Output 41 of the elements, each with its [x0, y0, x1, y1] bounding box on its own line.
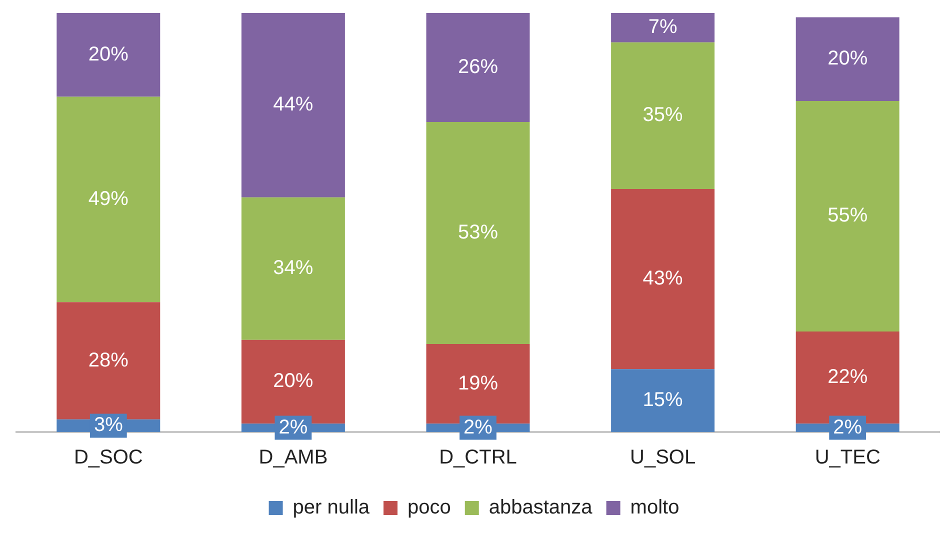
data-label: 7% — [648, 16, 678, 38]
data-label: 28% — [88, 349, 129, 372]
x-tick-label: D_AMB — [258, 446, 328, 469]
data-label: 26% — [458, 56, 498, 78]
bar — [611, 42, 715, 189]
data-label: 15% — [642, 389, 684, 412]
legend-label: per nulla — [292, 496, 370, 519]
bar — [56, 13, 160, 97]
data-label: 55% — [828, 204, 868, 227]
data-label: 53% — [458, 221, 498, 244]
bar — [611, 188, 715, 370]
data-label: 19% — [458, 372, 498, 394]
x-tick-label: D_SOC — [74, 446, 143, 469]
data-label: 2% — [833, 416, 862, 438]
bar — [426, 122, 530, 344]
bar — [426, 13, 530, 122]
bar — [611, 13, 715, 42]
bar — [796, 100, 900, 332]
data-label: 43% — [642, 268, 684, 290]
data-label: 20% — [273, 370, 314, 392]
bar — [241, 197, 345, 340]
data-label: 34% — [273, 257, 314, 280]
bar — [241, 13, 345, 198]
bar — [611, 369, 715, 432]
legend-label: abbastanza — [488, 496, 594, 519]
data-label: 44% — [273, 94, 314, 116]
legend-label: molto — [630, 496, 680, 519]
data-label: 35% — [642, 104, 684, 126]
bar — [56, 96, 160, 302]
x-tick-label: U_TEC — [814, 446, 880, 469]
data-label: 20% — [88, 43, 129, 66]
data-label: 2% — [464, 416, 493, 438]
x-tick-label: D_CTRL — [439, 446, 517, 469]
data-label: 3% — [94, 414, 124, 436]
bar — [796, 17, 900, 101]
data-label: 20% — [828, 48, 868, 70]
data-label: 22% — [828, 366, 868, 388]
data-label: 49% — [88, 188, 129, 210]
legend-label: poco — [408, 496, 451, 519]
x-tick-label: U_SOL — [630, 446, 696, 469]
data-label: 2% — [278, 416, 308, 438]
